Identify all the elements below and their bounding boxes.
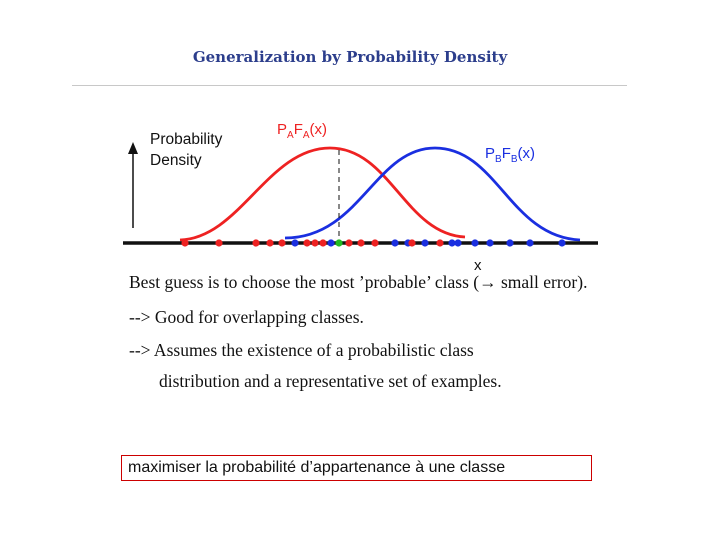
y-axis-label-line2: Density (150, 152, 202, 169)
class-a-sample-point (436, 239, 444, 247)
class-b-sample-point (526, 239, 534, 247)
class-a-sample-point (252, 239, 260, 247)
class-b-sample-point (421, 239, 429, 247)
x-axis-label: x (474, 257, 482, 274)
class-a-sample-point (278, 239, 286, 247)
class-a-sample-point (311, 239, 319, 247)
class-a-sample-point (215, 239, 223, 247)
class-a-sample-point (303, 239, 311, 247)
bullet-overlapping-classes: --> Good for overlapping classes. (129, 307, 364, 327)
class-b-sample-point (558, 239, 566, 247)
class-a-curve-label: PAFA(x) (277, 121, 327, 141)
class-b-sample-point (471, 239, 479, 247)
y-axis-arrowhead (128, 142, 138, 154)
boundary-sample-point (335, 239, 343, 247)
class-a-sample-point (371, 239, 379, 247)
title-divider (72, 85, 627, 86)
class-a-sample-point (319, 239, 327, 247)
bullet-assumes-existence: --> Assumes the existence of a probabili… (129, 340, 474, 360)
bullet-assumes-continuation: distribution and a representative set of… (159, 371, 502, 391)
class-a-sample-point (181, 239, 189, 247)
class-b-sample-point (291, 239, 299, 247)
class-b-sample-point (448, 239, 456, 247)
sample-points (181, 239, 566, 247)
bullet-best-guess: Best guess is to choose the most ’probab… (129, 272, 588, 292)
class-a-sample-point (357, 239, 365, 247)
y-axis-label-line1: Probability (150, 131, 223, 148)
class-b-sample-point (506, 239, 514, 247)
slide-title: Generalization by Probability Density (192, 48, 508, 66)
class-b-sample-point (391, 239, 399, 247)
boxed-note: maximiser la probabilité d’appartenance … (121, 455, 592, 481)
class-b-sample-point (327, 239, 335, 247)
class-a-density-curve (179, 146, 466, 242)
class-a-sample-point (345, 239, 353, 247)
class-b-curve-label: PBFB(x) (485, 145, 535, 165)
class-a-sample-point (408, 239, 416, 247)
class-b-sample-point (486, 239, 494, 247)
class-b-sample-point (454, 239, 462, 247)
class-a-sample-point (266, 239, 274, 247)
class-b-density-curve (284, 146, 581, 242)
